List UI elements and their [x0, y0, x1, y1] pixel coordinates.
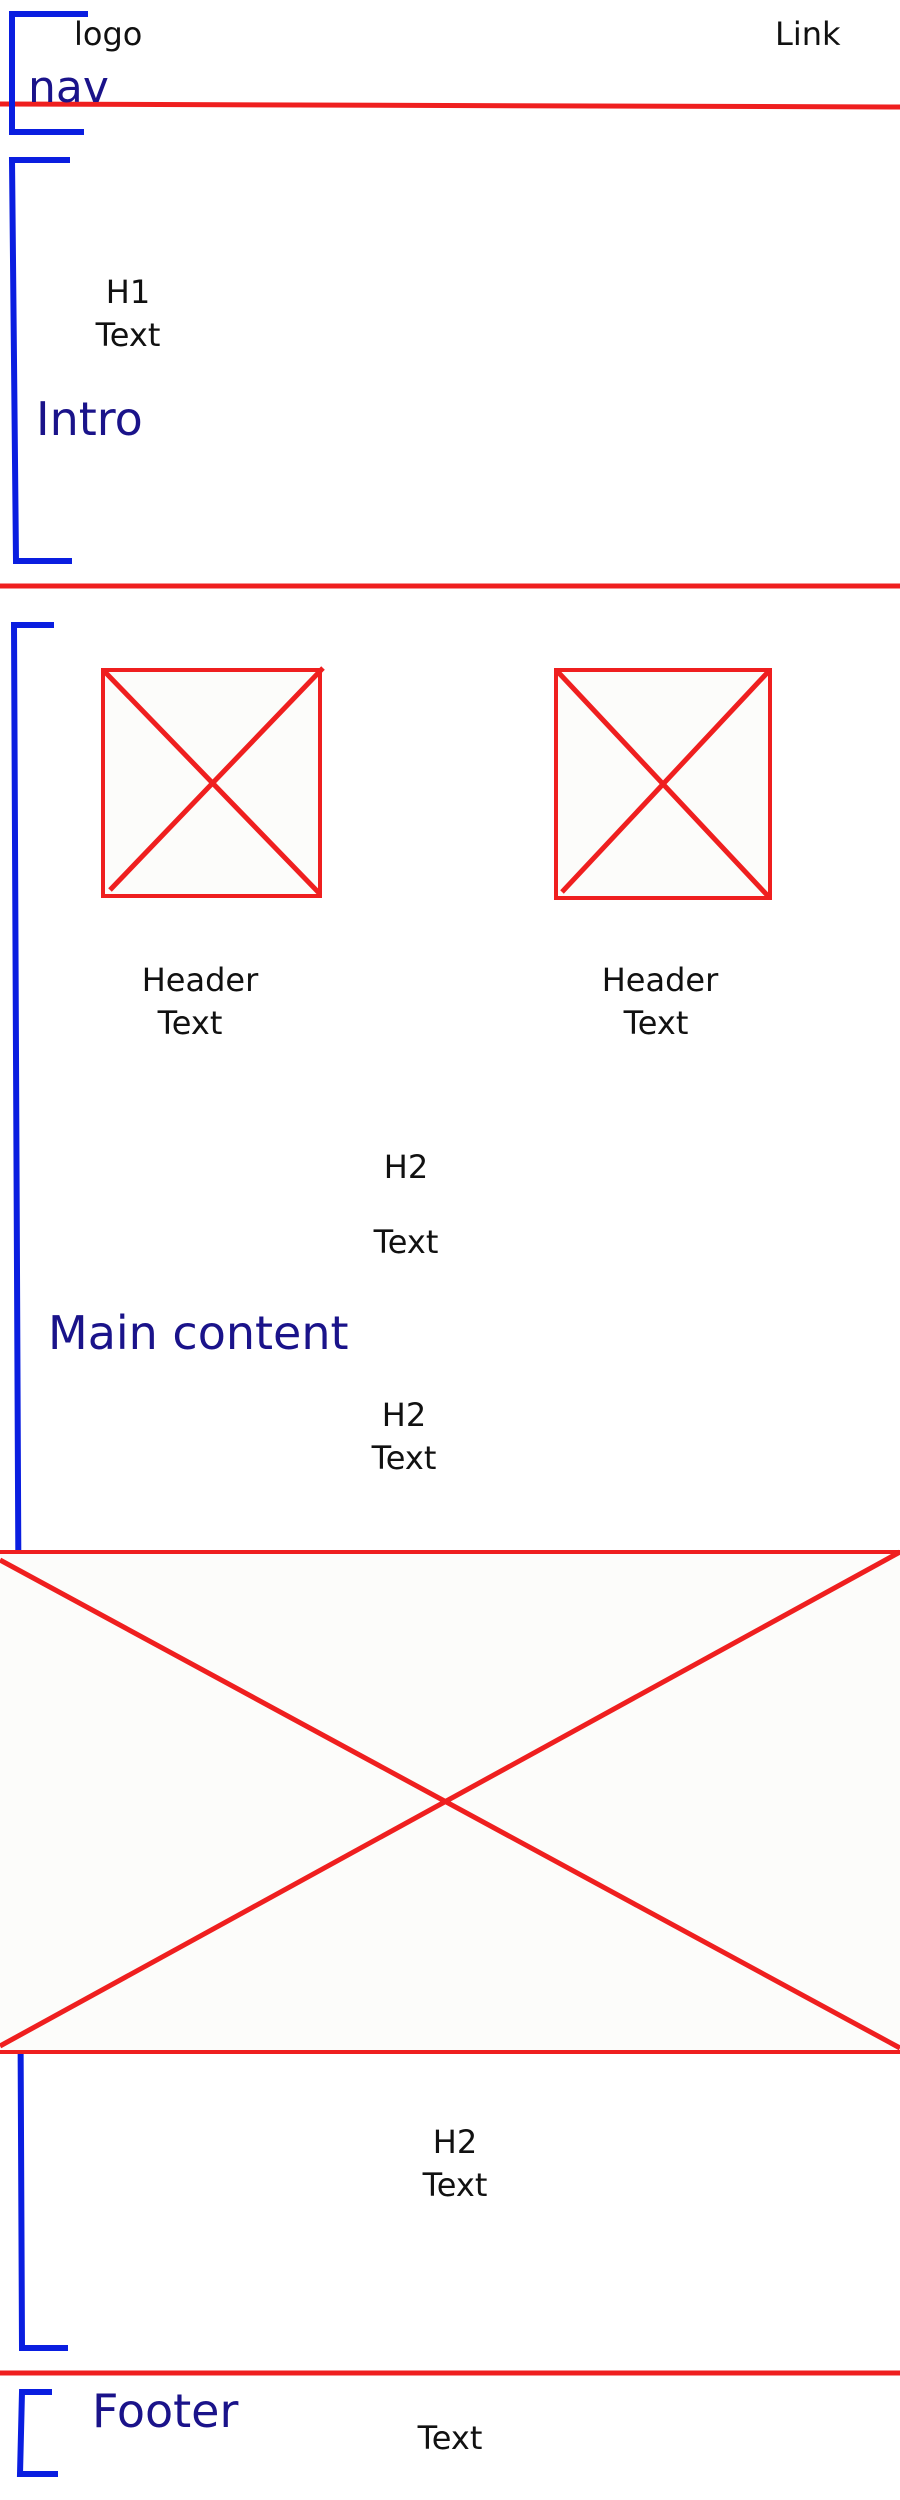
intro-section-label: Intro [36, 392, 143, 446]
section-text-3: Text [422, 2166, 488, 2204]
card-image-placeholder-1 [101, 666, 325, 898]
nav-bracket [9, 11, 88, 135]
section-h2-2: H2 [381, 1396, 427, 1434]
card-text-2: Text [623, 1004, 689, 1042]
footer-section-label: Footer [92, 2384, 239, 2438]
wide-image-placeholder [0, 1549, 900, 2054]
nav-link[interactable]: Link [775, 15, 841, 53]
section-h2-1: H2 [383, 1148, 429, 1186]
intro-bracket [8, 157, 72, 564]
footer-bracket [16, 2389, 58, 2477]
section-text-2: Text [371, 1439, 437, 1477]
card-header-1: Header [141, 961, 259, 999]
footer-text: Text [417, 2419, 483, 2457]
main-bracket [10, 622, 68, 2351]
main-section-label: Main content [48, 1306, 349, 1360]
intro-h1: H1 [105, 273, 151, 311]
section-text-1: Text [373, 1223, 439, 1261]
nav-section-label: nav [28, 62, 109, 113]
card-text-1: Text [157, 1004, 223, 1042]
intro-text: Text [95, 316, 161, 354]
card-image-placeholder-2 [554, 668, 772, 900]
logo-text: logo [74, 15, 143, 53]
section-h2-3: H2 [432, 2123, 478, 2161]
nav-divider [0, 101, 900, 110]
card-header-2: Header [601, 961, 719, 999]
